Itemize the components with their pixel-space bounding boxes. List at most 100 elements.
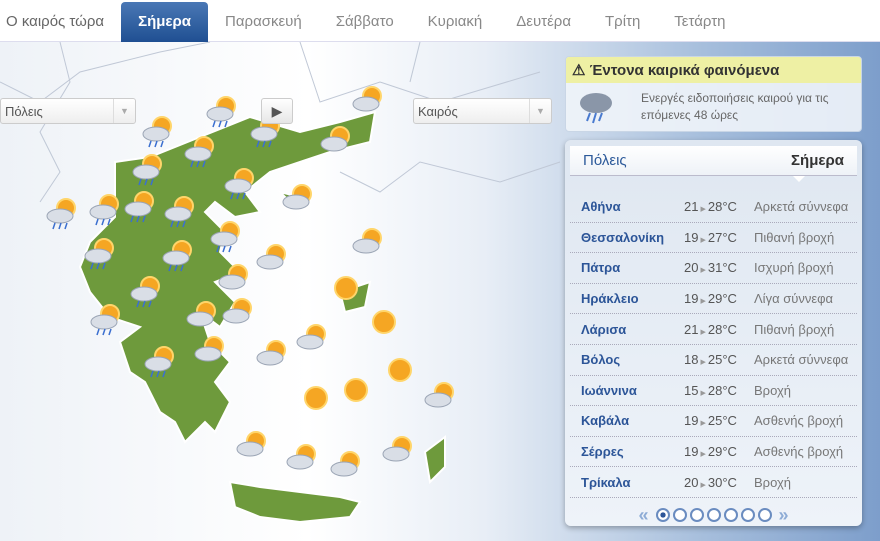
tab-5[interactable]: Δευτέρα (516, 12, 571, 30)
tab-7[interactable]: Τετάρτη (674, 12, 726, 30)
temp-max: 25°C (707, 352, 737, 368)
sun-icon[interactable] (344, 378, 368, 402)
rain-icon[interactable] (164, 196, 194, 228)
temp-max: 29°C (707, 291, 737, 307)
temp-min: 21 (684, 199, 699, 215)
city-row[interactable]: Σέρρες 19 ▶ 29°C Ασθενής βροχή (570, 437, 857, 468)
page-dot[interactable] (672, 508, 687, 523)
city-row[interactable]: Καβάλα 19 ▶ 25°C Ασθενής βροχή (570, 406, 857, 437)
temp-min: 19 (684, 413, 699, 429)
arrow-right-icon: ▶ (700, 328, 706, 336)
partly-cloudy-icon[interactable] (296, 324, 326, 350)
partly-cloudy-icon[interactable] (256, 340, 286, 366)
rain-icon[interactable] (206, 96, 236, 128)
chevron-down-icon: ▼ (529, 99, 551, 123)
temp-min: 19 (684, 291, 699, 307)
temp-min: 20 (684, 260, 699, 276)
page-dot[interactable] (655, 508, 670, 523)
rain-icon[interactable] (162, 240, 192, 272)
partly-cloudy-icon[interactable] (236, 431, 266, 457)
tab-0[interactable]: Ο καιρός τώρα (6, 12, 105, 30)
page-dot[interactable] (706, 508, 721, 523)
city-row[interactable]: Ηράκλειο 19 ▶ 29°C Λίγα σύννεφα (570, 284, 857, 315)
chevron-down-icon: ▼ (113, 99, 135, 123)
city-row[interactable]: Λάρισα 21 ▶ 28°C Πιθανή βροχή (570, 314, 857, 345)
tab-3[interactable]: Σάββατο (335, 12, 394, 30)
city-name[interactable]: Καβάλα (581, 413, 630, 429)
rain-icon[interactable] (124, 191, 154, 223)
partly-cloudy-icon[interactable] (286, 444, 316, 470)
rain-icon[interactable] (90, 304, 120, 336)
rain-icon[interactable] (46, 198, 76, 230)
prev-page-icon[interactable]: « (638, 504, 649, 525)
city-name[interactable]: Θεσσαλονίκη (581, 229, 665, 245)
temp-min: 19 (684, 229, 699, 245)
city-name[interactable]: Τρίκαλα (581, 474, 631, 490)
city-row[interactable]: Τρίκαλα 20 ▶ 30°C Βροχή (570, 467, 857, 498)
rain-icon[interactable] (130, 276, 160, 308)
page-dot[interactable] (757, 508, 772, 523)
rain-icon[interactable] (84, 238, 114, 270)
panel-header-day: Σήμερα (791, 152, 844, 169)
rain-icon[interactable] (210, 221, 240, 253)
temp-max: 25°C (707, 413, 737, 429)
tab-4[interactable]: Κυριακή (427, 12, 483, 30)
rain-icon[interactable] (224, 168, 254, 200)
partly-cloudy-icon[interactable] (382, 436, 412, 462)
partly-cloudy-icon[interactable] (218, 264, 248, 290)
city-name[interactable]: Σέρρες (581, 444, 624, 460)
partly-cloudy-icon[interactable] (186, 301, 216, 327)
page-dot[interactable] (689, 508, 704, 523)
temperature-range: 19 ▶ 29°C (684, 291, 754, 306)
arrow-right-icon: ▶ (700, 389, 706, 397)
partly-cloudy-icon[interactable] (256, 244, 286, 270)
pagination: «» (570, 505, 857, 526)
partly-cloudy-icon[interactable] (330, 451, 360, 477)
sun-icon[interactable] (388, 358, 412, 382)
city-name[interactable]: Ηράκλειο (581, 291, 639, 307)
city-row[interactable]: Πάτρα 20 ▶ 31°C Ισχυρή βροχή (570, 253, 857, 284)
rain-icon[interactable] (132, 154, 162, 186)
temperature-range: 20 ▶ 31°C (684, 260, 754, 275)
cities-select[interactable]: Πόλεις ▼ (0, 98, 136, 124)
tab-2[interactable]: Παρασκευή (225, 12, 302, 30)
partly-cloudy-icon[interactable] (222, 298, 252, 324)
city-row[interactable]: Ιωάννινα 15 ▶ 28°C Βροχή (570, 376, 857, 407)
sun-icon[interactable] (304, 386, 328, 410)
sun-icon[interactable] (334, 276, 358, 300)
partly-cloudy-icon[interactable] (352, 86, 382, 112)
city-name[interactable]: Βόλος (581, 352, 621, 368)
city-name[interactable]: Πάτρα (581, 260, 621, 276)
rain-icon[interactable] (184, 136, 214, 168)
city-row[interactable]: Αθήνα 21 ▶ 28°C Αρκετά σύννεφα (570, 192, 857, 223)
city-name[interactable]: Λάρισα (581, 321, 627, 337)
temperature-range: 21 ▶ 28°C (684, 199, 754, 214)
tab-6[interactable]: Τρίτη (605, 12, 641, 30)
city-row[interactable]: Βόλος 18 ▶ 25°C Αρκετά σύννεφα (570, 345, 857, 376)
partly-cloudy-icon[interactable] (352, 228, 382, 254)
sun-icon[interactable] (372, 310, 396, 334)
weather-description: Βροχή (754, 382, 792, 398)
weather-select[interactable]: Καιρός ▼ (413, 98, 552, 124)
play-button[interactable]: ▶ (261, 98, 293, 124)
tab-1[interactable]: Σήμερα (121, 1, 209, 48)
partly-cloudy-icon[interactable] (320, 126, 350, 152)
city-name[interactable]: Αθήνα (581, 199, 621, 215)
greece-map (0, 42, 561, 524)
rain-icon[interactable] (142, 116, 172, 148)
severe-weather-warning[interactable]: ⚠ Έντονα καιρικά φαινόμενα Ενεργές ειδοπ… (565, 56, 862, 132)
rain-icon[interactable] (144, 346, 174, 378)
rain-icon[interactable] (89, 194, 119, 226)
temp-min: 18 (684, 352, 699, 368)
city-name[interactable]: Ιωάννινα (581, 382, 637, 398)
partly-cloudy-icon[interactable] (282, 184, 312, 210)
partly-cloudy-icon[interactable] (194, 336, 224, 362)
day-tabs: Ο καιρός τώρα Σήμερα Παρασκευή Σάββατο Κυρια… (0, 0, 880, 48)
page-dot[interactable] (723, 508, 738, 523)
city-row[interactable]: Θεσσαλονίκη 19 ▶ 27°C Πιθανή βροχή (570, 223, 857, 254)
next-page-icon[interactable]: » (778, 504, 789, 525)
page-dot[interactable] (740, 508, 755, 523)
temperature-range: 19 ▶ 25°C (684, 413, 754, 428)
partly-cloudy-icon[interactable] (424, 382, 454, 408)
temp-max: 28°C (707, 199, 737, 215)
